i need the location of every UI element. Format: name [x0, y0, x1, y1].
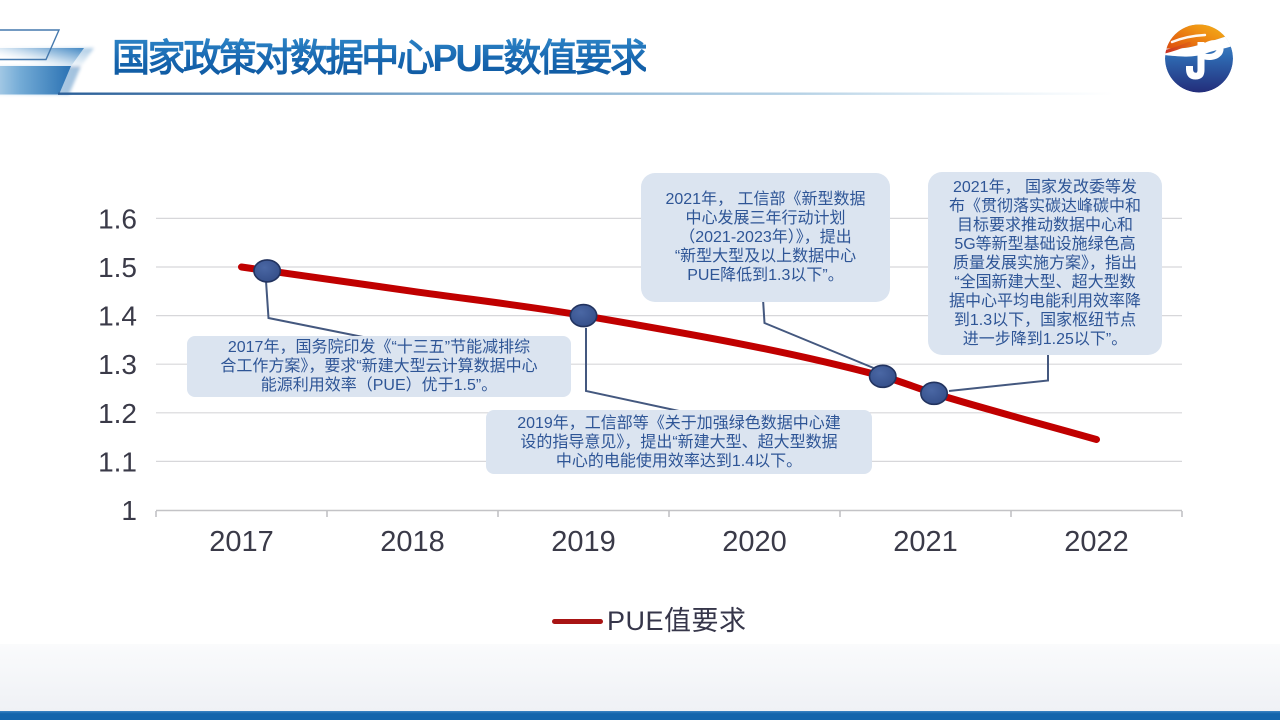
footer-bar — [0, 711, 1280, 720]
deco-parallelogram-big — [0, 66, 71, 95]
callout-2019-policy: 2019年，工信部等《关于加强绿色数据中心建 设的指导意见》，提出“新建大型、超… — [486, 410, 872, 474]
connector-2017 — [265, 280, 364, 338]
logo-letter-p — [1204, 40, 1224, 61]
annotation-connectors — [265, 280, 1049, 412]
y-tick-label: 1.4 — [98, 301, 137, 332]
x-tick-label: 2019 — [551, 526, 616, 558]
callout-2017-policy: 2017年，国务院印发《“十三五”节能减排综 合工作方案》，要求“新建大型云计算… — [187, 336, 571, 397]
logo-sun-streak — [1170, 33, 1207, 44]
x-axis — [155, 509, 1183, 517]
pue-line — [238, 263, 1100, 443]
slide-title: 国家政策对数据中心PUE数值要求 — [112, 38, 648, 80]
y-tick-label: 1.3 — [98, 349, 137, 380]
x-tick-label: 2018 — [380, 526, 445, 558]
y-tick-label: 1.2 — [98, 398, 137, 429]
x-axis-labels: 2017 2018 2019 2020 2021 2022 — [209, 526, 1129, 558]
connector-2021a — [762, 298, 877, 370]
chart-legend: PUE值要求 — [552, 606, 747, 636]
connector-2021b — [948, 352, 1049, 392]
data-point-markers — [253, 259, 949, 406]
title-underline — [58, 92, 1115, 95]
y-tick-label: 1 — [121, 495, 137, 526]
callout-2021-miit-policy: 2021年， 工信部《新型数据 中心发展三年行动计划 （2021-2023年）》… — [641, 173, 890, 302]
footer-band — [0, 644, 1280, 711]
x-tick-label: 2020 — [722, 526, 787, 558]
legend-line-swatch — [552, 618, 603, 624]
data-point-marker — [920, 381, 949, 406]
connector-2019 — [585, 328, 680, 412]
x-tick-label: 2021 — [893, 526, 958, 558]
data-point-marker — [253, 259, 282, 283]
y-tick-label: 1.1 — [98, 446, 137, 477]
y-tick-label: 1.5 — [98, 252, 137, 283]
data-point-marker — [569, 303, 598, 328]
x-tick-label: 2022 — [1064, 526, 1129, 558]
logo-letter-j — [1186, 42, 1205, 80]
y-tick-label: 1.6 — [98, 203, 137, 234]
logo-red-stripe — [1165, 41, 1191, 55]
y-axis-labels: 1 1.1 1.2 1.3 1.4 1.5 1.6 — [98, 203, 137, 526]
data-point-marker — [868, 364, 897, 389]
legend-label: PUE值要求 — [607, 606, 747, 636]
deco-parallelogram-outline — [0, 29, 61, 61]
company-logo — [1165, 24, 1233, 93]
pue-line-path — [238, 263, 1100, 443]
x-tick-label: 2017 — [209, 526, 274, 558]
header-decoration — [0, 29, 1115, 95]
callout-2021-ndrc-policy: 2021年， 国家发改委等发 布《贯彻落实碳达峰碳中和 目标要求推动数据中心和 … — [928, 172, 1162, 355]
